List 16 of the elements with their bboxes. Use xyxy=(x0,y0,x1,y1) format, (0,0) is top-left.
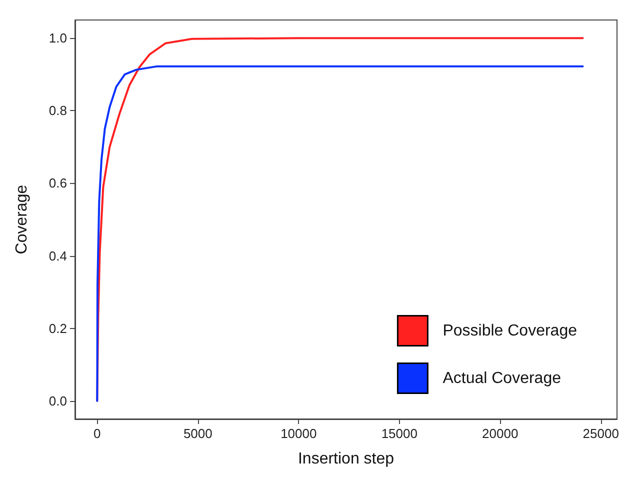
y-tick-label: 1.0 xyxy=(48,30,67,46)
y-tick-label: 0.6 xyxy=(48,176,67,191)
x-tick-label: 0 xyxy=(94,426,101,441)
x-tick-label: 10000 xyxy=(280,426,317,441)
x-tick-label: 15000 xyxy=(381,426,418,441)
x-axis-title: Insertion step xyxy=(298,450,394,468)
x-tick-label: 20000 xyxy=(482,426,518,441)
x-tick-label: 25000 xyxy=(582,426,619,441)
x-tick-label: 5000 xyxy=(183,426,212,441)
y-tick-label: 0.8 xyxy=(48,103,67,118)
y-axis-title: Coverage xyxy=(14,184,30,254)
legend-label: Possible Coverage xyxy=(442,322,578,340)
y-tick-label: 0.2 xyxy=(48,320,67,336)
legend-label: Actual Coverage xyxy=(442,370,562,387)
y-tick-label: 0.0 xyxy=(48,393,67,408)
y-tick-label: 0.4 xyxy=(48,248,67,264)
